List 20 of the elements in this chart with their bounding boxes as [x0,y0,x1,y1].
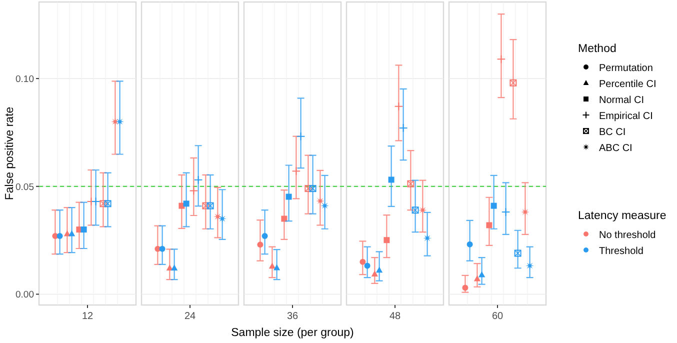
x-tick-label: 48 [389,311,401,322]
y-axis-title: False positive rate [4,106,16,200]
text: Percentile CI [599,79,656,90]
text: Normal CI [599,95,644,106]
text: Method [578,43,616,55]
text: BC CI [599,127,626,138]
text: Permutation [599,63,653,74]
text: ABC CI [599,143,632,154]
x-tick-label: 24 [184,311,196,322]
text: Empirical CI [599,111,653,122]
x-tick-label: 36 [286,311,298,322]
x-tick-label: 60 [492,311,504,322]
text: No threshold [599,230,656,241]
y-tick-label: 0.00 [16,290,34,301]
y-tick-label: 0.05 [16,182,34,193]
text: Latency measure [578,210,666,222]
x-tick-label: 12 [82,311,94,322]
y-tick-label: 0.10 [16,74,34,86]
text: Threshold [599,246,644,257]
x-axis-title: Sample size (per group) [231,327,354,339]
